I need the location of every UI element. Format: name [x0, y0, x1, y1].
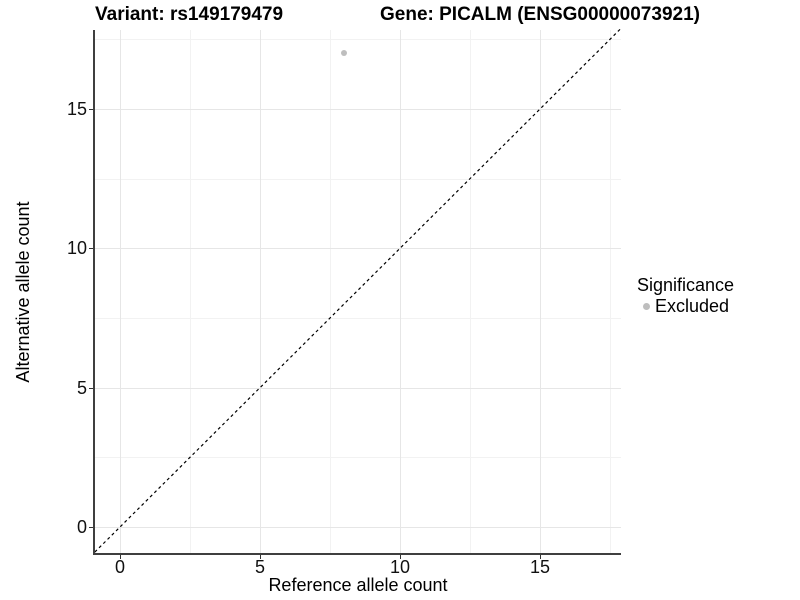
legend-marker-dot — [643, 302, 650, 310]
x-axis-title: Reference allele count — [268, 575, 448, 595]
y-tick-label: 15 — [66, 99, 87, 119]
y-tick-label: 0 — [76, 517, 87, 537]
gridline-y-minor — [95, 318, 621, 319]
y-tick-mark — [89, 387, 93, 389]
x-tick-label: 0 — [114, 557, 125, 577]
gridline-y-major — [95, 387, 621, 389]
gridline-y-minor — [95, 39, 621, 41]
gridline-x-major — [120, 30, 121, 553]
gridline-x-minor — [330, 30, 331, 553]
x-tick-label: 5 — [254, 557, 265, 577]
y-tick-label: 10 — [66, 238, 87, 259]
legend: Significance Excluded — [637, 274, 734, 316]
x-tick-mark — [400, 555, 401, 559]
y-tick-mark — [89, 527, 93, 528]
gridline-x-major — [260, 30, 261, 553]
x-tick-label: 15 — [529, 557, 551, 577]
plot-panel — [94, 27, 622, 553]
identity-reference-line — [94, 27, 622, 553]
gridline-x-minor — [470, 30, 471, 553]
x-tick-mark — [540, 555, 541, 559]
y-axis-title: Alternative allele count — [13, 201, 33, 383]
gridline-y-major — [95, 527, 621, 528]
gridline-y-major — [95, 109, 621, 110]
legend-title: Significance — [637, 275, 735, 295]
gridline-x-major — [540, 30, 541, 553]
y-axis-line — [93, 30, 95, 555]
gridline-y-minor — [95, 178, 621, 180]
gridline-y-minor — [95, 457, 621, 459]
x-tick-label: 10 — [389, 557, 411, 577]
plot-title-gene: Gene: PICALM (ENSG00000073921) — [380, 4, 700, 25]
y-tick-mark — [89, 109, 93, 110]
x-tick-mark — [260, 555, 261, 559]
gridline-x-minor — [190, 30, 191, 553]
y-tick-label: 5 — [76, 377, 87, 398]
data-point — [341, 50, 347, 57]
legend-item-excluded: Excluded — [637, 296, 734, 316]
y-tick-mark — [89, 248, 93, 250]
gridline-y-major — [95, 248, 621, 250]
gridline-x-major — [400, 30, 401, 553]
x-tick-mark — [120, 555, 121, 559]
plot-title-variant: Variant: rs149179479 — [95, 4, 284, 25]
x-axis-line — [93, 553, 621, 555]
legend-item-label: Excluded — [655, 296, 730, 316]
gridline-x-minor — [610, 30, 611, 553]
